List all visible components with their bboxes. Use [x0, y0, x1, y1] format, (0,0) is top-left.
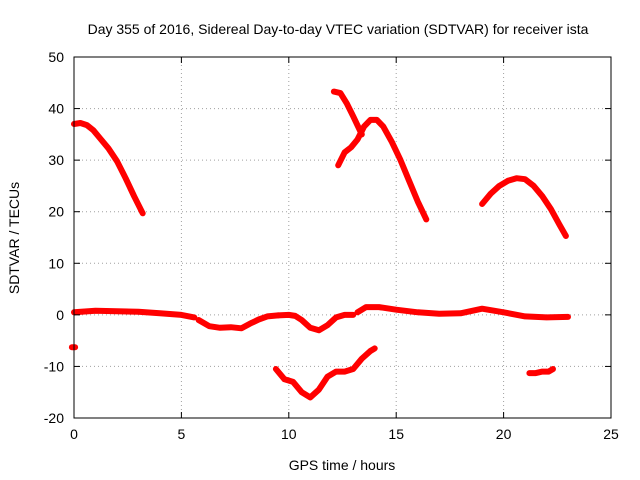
- series-arc1: [71, 120, 146, 217]
- x-tick-label: 20: [496, 426, 512, 442]
- series-arc4: [479, 175, 569, 239]
- data-series: [68, 88, 571, 401]
- series-arc2: [330, 88, 365, 138]
- x-tick-label: 10: [281, 426, 297, 442]
- y-tick-label: -20: [44, 410, 64, 426]
- y-tick-labels: -20 -10 0 10 20 30 40 50: [44, 49, 64, 426]
- plot-frame: [73, 56, 612, 419]
- series-baseline-left: [71, 307, 198, 321]
- chart-title: Day 355 of 2016, Sidereal Day-to-day VTE…: [88, 21, 589, 37]
- x-tick-label: 15: [388, 426, 404, 442]
- series-baseline-mid: [275, 311, 357, 334]
- x-tick-labels: 0 5 10 15 20 25: [70, 426, 619, 442]
- x-tick-label: 5: [178, 426, 186, 442]
- y-tick-label: -10: [44, 358, 64, 374]
- y-tick-label: 30: [48, 152, 64, 168]
- series-baseline-right: [354, 304, 571, 321]
- y-tick-label: 10: [48, 255, 64, 271]
- y-tick-label: 0: [56, 307, 64, 323]
- series-negative-short: [526, 366, 556, 377]
- axis-ticks: [73, 56, 612, 419]
- x-tick-label: 0: [70, 426, 78, 442]
- y-tick-label: 20: [48, 204, 64, 220]
- y-tick-label: 40: [48, 101, 64, 117]
- series-arc3: [335, 116, 430, 223]
- y-tick-label: 50: [48, 49, 64, 65]
- grid-lines: [74, 57, 611, 418]
- series-baseline-dip1: [195, 312, 282, 332]
- y-axis-label: SDTVAR / TECUs: [6, 182, 22, 294]
- x-tick-label: 25: [603, 426, 619, 442]
- x-axis-label: GPS time / hours: [289, 457, 396, 473]
- series-negative-arc: [272, 345, 378, 401]
